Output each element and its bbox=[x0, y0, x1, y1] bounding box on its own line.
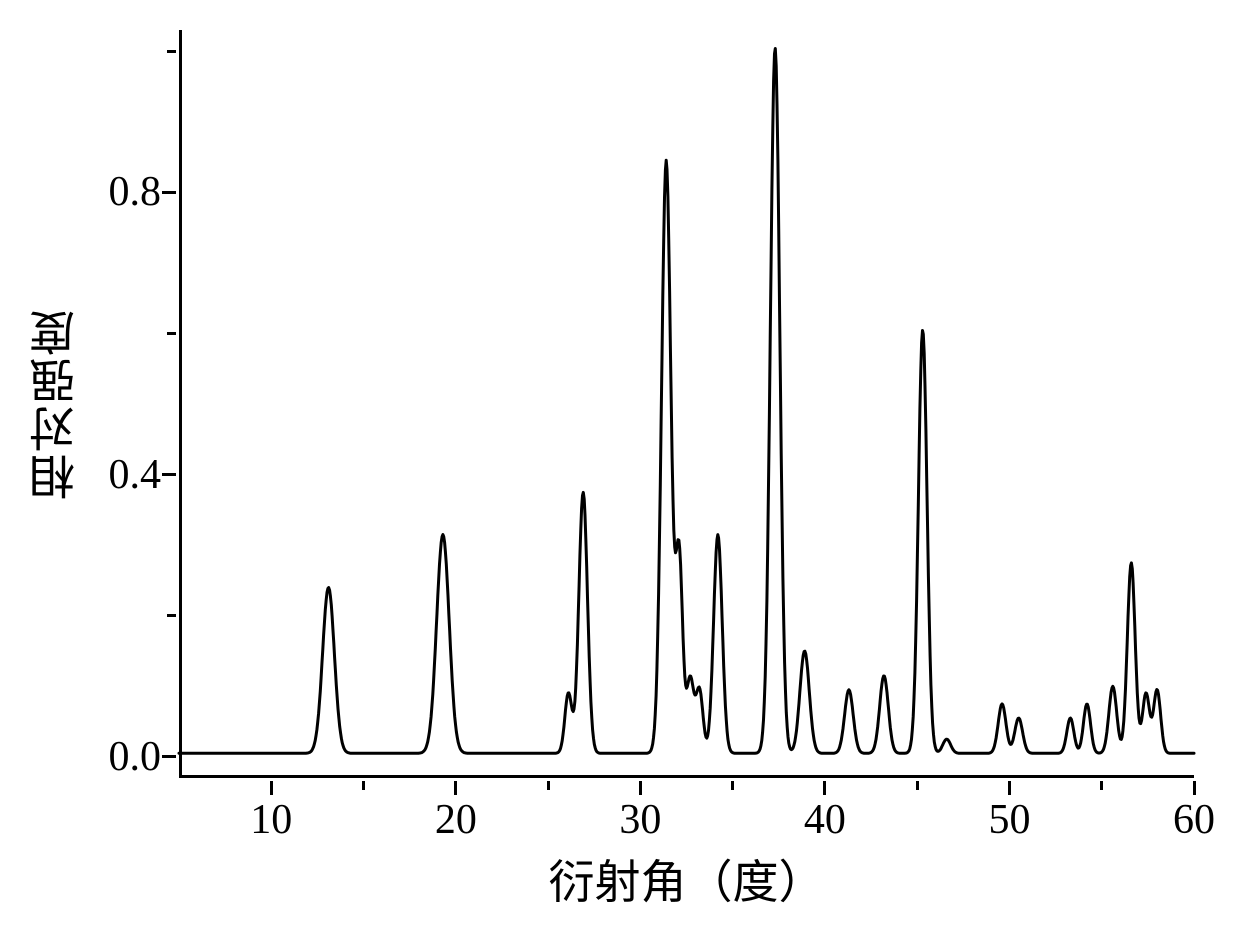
x-tick-minor bbox=[916, 781, 919, 790]
plot-area: 102030405060 0.00.40.8 衍射角（度） 相对强度 bbox=[179, 30, 1194, 778]
x-tick bbox=[270, 781, 273, 795]
x-tick-minor bbox=[362, 781, 365, 790]
x-axis-label: 衍射角（度） bbox=[549, 846, 825, 912]
x-tick-label: 20 bbox=[435, 796, 477, 844]
y-tick-minor bbox=[167, 614, 176, 617]
x-tick-minor bbox=[731, 781, 734, 790]
x-tick-label: 40 bbox=[804, 796, 846, 844]
y-tick-label: 0.0 bbox=[109, 733, 162, 781]
y-tick-minor bbox=[167, 332, 176, 335]
x-tick bbox=[1008, 781, 1011, 795]
x-tick-label: 60 bbox=[1173, 796, 1215, 844]
x-tick-label: 50 bbox=[988, 796, 1030, 844]
y-axis-label: 相对强度 bbox=[23, 308, 89, 500]
xrd-trace bbox=[179, 30, 1194, 778]
x-tick bbox=[823, 781, 826, 795]
x-tick bbox=[1193, 781, 1196, 795]
y-tick bbox=[162, 473, 176, 476]
y-tick bbox=[162, 191, 176, 194]
y-tick-minor bbox=[167, 50, 176, 53]
x-tick bbox=[639, 781, 642, 795]
x-tick bbox=[454, 781, 457, 795]
x-tick-label: 10 bbox=[250, 796, 292, 844]
x-tick-minor bbox=[547, 781, 550, 790]
y-tick-label: 0.8 bbox=[109, 168, 162, 216]
xrd-figure: { "chart": { "type": "line", "xlabel": "… bbox=[0, 0, 1240, 937]
y-tick-label: 0.4 bbox=[109, 451, 162, 499]
x-tick-minor bbox=[1100, 781, 1103, 790]
y-tick bbox=[162, 755, 176, 758]
x-tick-label: 30 bbox=[619, 796, 661, 844]
